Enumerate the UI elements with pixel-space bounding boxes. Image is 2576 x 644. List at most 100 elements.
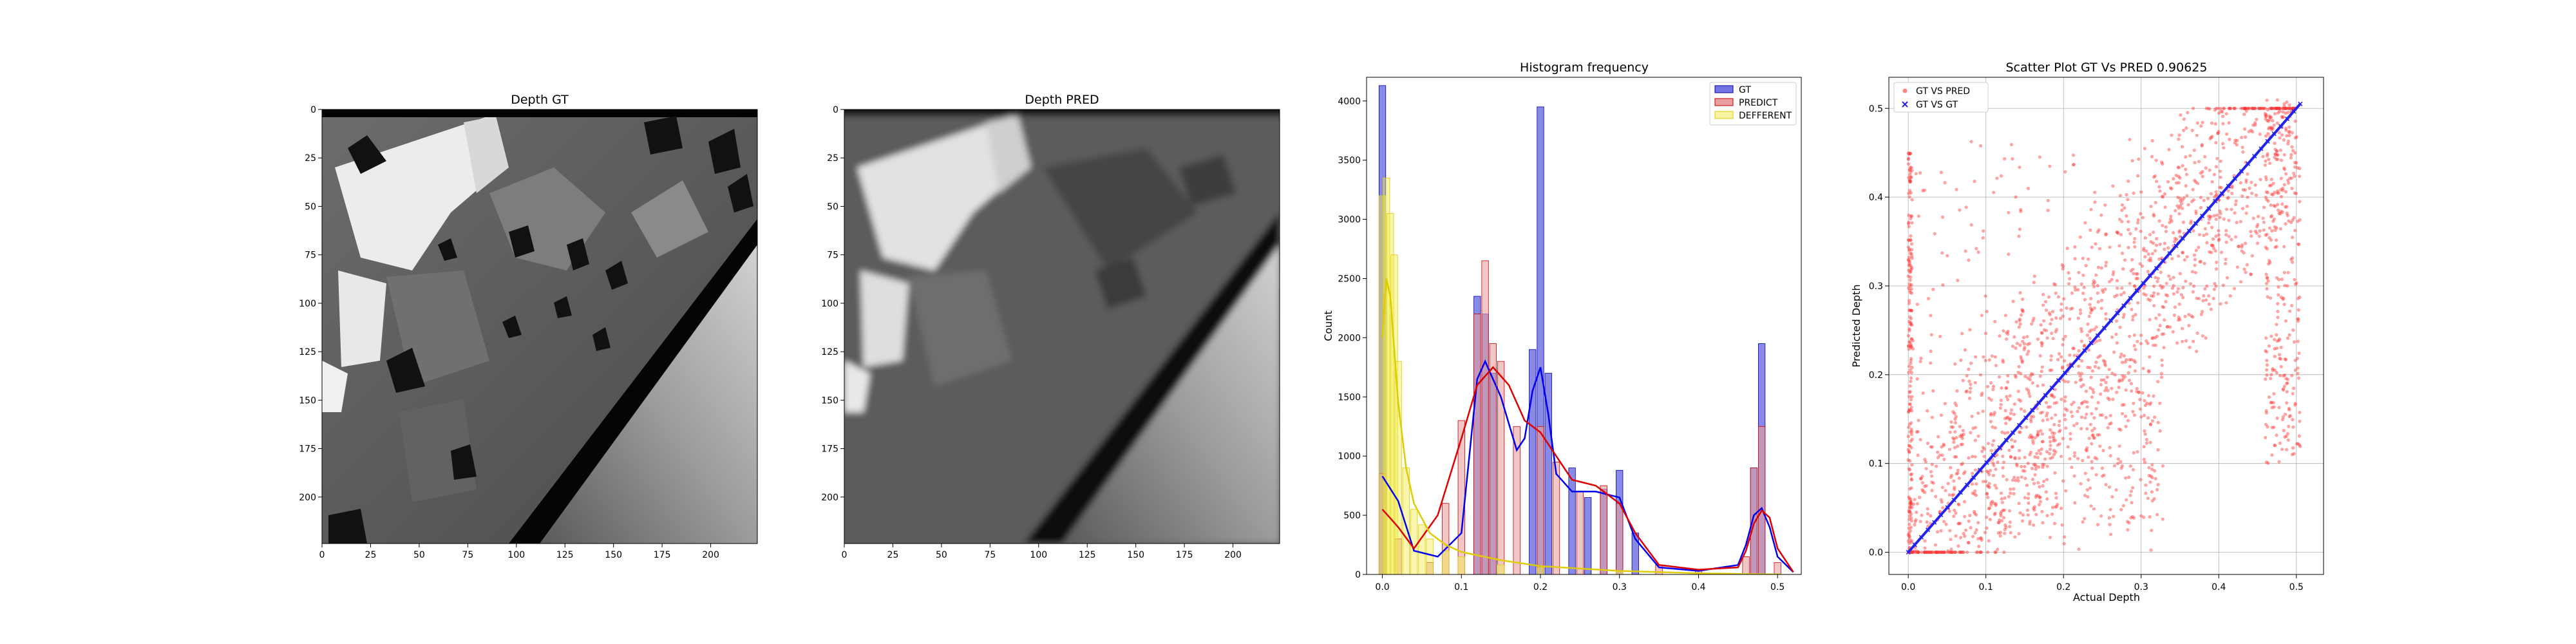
scatter-point <box>2241 188 2245 192</box>
scatter-point <box>2192 284 2196 288</box>
scatter-point <box>2130 258 2134 261</box>
scatter-point <box>2098 247 2102 251</box>
scatter-point <box>2170 187 2174 191</box>
scatter-point <box>2079 329 2084 334</box>
scatter-point <box>2099 266 2103 270</box>
scatter-point <box>1908 290 1912 294</box>
scatter-point <box>2000 519 2004 523</box>
bar-gt <box>1544 373 1552 574</box>
scatter-point <box>1989 412 1993 415</box>
scatter-point <box>1929 550 1933 554</box>
scatter-point <box>2119 355 2123 359</box>
scatter-point <box>2240 106 2244 110</box>
scatter-point <box>1930 480 1934 484</box>
scatter-point <box>2158 324 2162 328</box>
scatter-point <box>2290 187 2294 191</box>
scatter-point <box>2077 371 2081 375</box>
scatter-point <box>2152 343 2155 347</box>
scatter-point <box>1909 516 1913 520</box>
scatter-point <box>2257 106 2260 110</box>
scatter-point <box>2088 422 2093 426</box>
scatter-point <box>2154 158 2158 162</box>
scatter-point <box>2009 455 2012 459</box>
scatter-point <box>2118 325 2122 329</box>
scatter-point <box>2070 291 2074 295</box>
scatter-point <box>2215 213 2219 217</box>
scatter-point <box>2267 158 2271 162</box>
scatter-point <box>2147 466 2151 469</box>
scatter-point <box>2160 363 2164 367</box>
scatter-point <box>1910 395 1914 399</box>
scatter-point <box>2184 279 2188 283</box>
scatter-point <box>1985 484 1989 488</box>
legend-marker-gt-vs-pred <box>1902 88 1908 93</box>
scatter-point <box>2289 176 2293 180</box>
scatter-point <box>1929 349 1933 354</box>
scatter-point <box>2275 106 2279 110</box>
scatter-point <box>2264 113 2268 117</box>
scatter-point <box>2147 258 2151 262</box>
scatter-point <box>2150 476 2154 480</box>
scatter-point <box>2078 374 2082 378</box>
scatter-point <box>2293 340 2297 344</box>
scatter-point <box>1908 270 1912 274</box>
scatter-point <box>2068 353 2072 357</box>
scatter-point <box>1909 317 1913 321</box>
scatter-point <box>2070 466 2074 469</box>
scatter-point <box>1953 412 1956 415</box>
scatter-point <box>2259 106 2262 110</box>
gt-vs-gt-line <box>1907 103 2302 553</box>
scatter-point <box>2115 293 2119 297</box>
y-tick-label: 0.4 <box>1869 193 1883 203</box>
scatter-point <box>1982 455 1986 459</box>
scatter-point <box>2133 245 2137 249</box>
scatter-point <box>2073 501 2077 505</box>
scatter-point <box>2226 196 2230 200</box>
scatter-point <box>2006 329 2010 334</box>
scatter-point <box>1909 234 1913 238</box>
scatter-point <box>2104 232 2108 236</box>
scatter-point <box>2173 305 2177 309</box>
scatter-point <box>2160 194 2164 198</box>
scatter-point <box>2127 379 2132 383</box>
scatter-point <box>2082 344 2087 348</box>
scatter-point <box>2057 430 2061 433</box>
scatter-point <box>2083 416 2087 420</box>
scatter-point <box>2016 476 2020 480</box>
scatter-point <box>1909 308 1913 312</box>
scatter-point <box>2143 283 2147 287</box>
scatter-point <box>2158 242 2162 246</box>
scatter-point <box>2134 348 2137 352</box>
scatter-point <box>2197 232 2202 236</box>
scatter-point <box>1908 327 1911 331</box>
scatter-point <box>2002 508 2006 513</box>
scatter-point <box>2195 133 2199 137</box>
scatter-point <box>2124 476 2128 480</box>
scatter-point <box>1951 425 1955 429</box>
scatter-point <box>2131 318 2135 322</box>
scatter-point <box>2298 218 2302 222</box>
scatter-point <box>2014 195 2018 199</box>
scatter-point <box>2270 453 2274 457</box>
scatter-point <box>2178 196 2183 200</box>
scatter-point <box>2163 318 2166 322</box>
scatter-point <box>1949 547 1953 551</box>
scatter-point <box>2105 386 2108 390</box>
scatter-point <box>2027 501 2031 505</box>
scatter-point <box>1933 543 1938 547</box>
scatter-point <box>2282 384 2286 388</box>
scatter-point <box>2079 377 2083 381</box>
scatter-point <box>2261 106 2265 110</box>
scatter-point <box>2072 454 2076 458</box>
scatter-point <box>2203 155 2207 158</box>
scatter-point <box>2039 429 2043 433</box>
scatter-point <box>2282 245 2286 249</box>
scatter-point <box>2108 522 2112 527</box>
scatter-point <box>2150 490 2154 494</box>
scatter-point <box>2052 437 2056 440</box>
y-tick-label: 4000 <box>1338 97 1361 107</box>
scatter-point <box>2138 262 2142 266</box>
scatter-point <box>2181 251 2184 254</box>
scatter-point <box>2282 387 2286 391</box>
scatter-point <box>2083 493 2087 498</box>
